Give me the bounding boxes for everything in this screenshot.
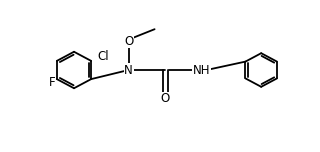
Text: F: F xyxy=(49,76,55,89)
Text: NH: NH xyxy=(193,64,210,76)
Text: O: O xyxy=(124,35,133,48)
Text: Cl: Cl xyxy=(97,50,109,63)
Text: O: O xyxy=(160,92,170,105)
Text: N: N xyxy=(124,64,133,76)
